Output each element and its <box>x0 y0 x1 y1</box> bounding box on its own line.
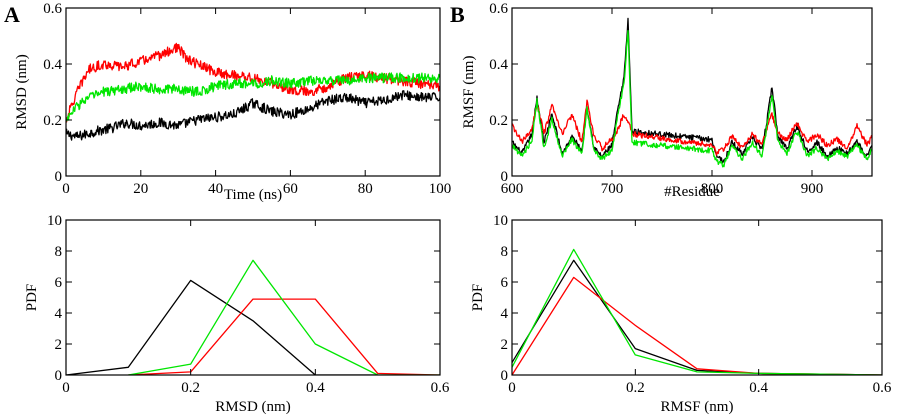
rmsf-residue-axes-frame <box>511 7 873 177</box>
rmsd-time-xtick-label: 0 <box>62 181 70 197</box>
rmsf-pdf-x-axis-label: RMSF (nm) <box>661 399 734 415</box>
rmsf-residue-xtick-label: 900 <box>801 181 824 197</box>
rmsd-pdf-ytick-label: 4 <box>55 306 63 322</box>
rmsd-pdf-xtick-label: 0.6 <box>431 380 450 396</box>
rmsd-time-series-black <box>66 90 440 141</box>
rmsf-residue-series-green <box>512 30 872 168</box>
rmsd-time-y-axis-label: RMSD (nm) <box>14 54 30 129</box>
rmsf-residue-ytick-label: 0.4 <box>489 57 508 73</box>
rmsf-pdf-axes-frame <box>511 219 883 376</box>
rmsd-pdf-axes-frame <box>65 219 441 376</box>
rmsf-pdf-xtick-label: 0.6 <box>873 380 892 396</box>
rmsf-pdf-ytick-label: 8 <box>501 244 509 260</box>
rmsd-pdf-ytick-label: 6 <box>55 275 63 291</box>
rmsd-pdf-ytick-label: 2 <box>55 337 63 353</box>
rmsd-pdf-plot: 0 0.2 0.4 0.6 0 2 4 6 8 10 RMSD (nm) PDF <box>24 213 450 415</box>
rmsd-time-ytick-label: 0.6 <box>43 1 62 17</box>
rmsf-residue-xtick-label: 600 <box>501 181 524 197</box>
rmsf-pdf-ytick-label: 0 <box>501 368 509 384</box>
rmsd-time-axes-frame <box>65 7 441 177</box>
rmsf-pdf-xtick-label: 0.2 <box>626 380 645 396</box>
rmsd-time-series-green <box>66 72 440 122</box>
rmsd-pdf-xtick-label: 0.2 <box>181 380 200 396</box>
rmsf-pdf-ytick-label: 6 <box>501 275 509 291</box>
panel-label-b: B <box>450 2 465 27</box>
rmsd-time-x-axis-label: Time (ns) <box>224 187 282 203</box>
rmsd-time-xtick-label: 60 <box>283 181 298 197</box>
rmsd-time-ytick-label: 0 <box>55 169 63 185</box>
rmsf-pdf-ytick-label: 10 <box>493 213 508 229</box>
rmsd-time-xtick-label: 80 <box>358 181 373 197</box>
rmsd-pdf-ytick-label: 0 <box>55 368 63 384</box>
panel-label-a: A <box>4 2 20 27</box>
rmsd-pdf-xtick-label: 0.4 <box>306 380 325 396</box>
rmsf-pdf-ytick-label: 2 <box>501 337 509 353</box>
rmsf-residue-series-black <box>512 17 872 164</box>
rmsd-pdf-series-black <box>66 279 378 375</box>
rmsf-residue-plot: 600 700 800 900 0 0.2 0.4 0.6 #Residue RMSF (nm) <box>461 1 873 200</box>
rmsf-pdf-plot: 0 0.2 0.4 0.6 0 2 4 6 8 10 RMSF (nm) PDF <box>470 213 892 415</box>
rmsd-pdf-x-axis-label: RMSD (nm) <box>215 399 290 415</box>
rmsd-time-xtick-label: 20 <box>133 181 148 197</box>
rmsf-residue-x-axis-label: #Residue <box>664 184 720 200</box>
rmsd-time-xtick-label: 40 <box>208 181 223 197</box>
rmsf-residue-xtick-label: 700 <box>601 181 624 197</box>
rmsf-residue-xtick-label: 800 <box>701 181 724 197</box>
rmsf-pdf-y-axis-label: PDF <box>470 284 486 312</box>
rmsd-pdf-ytick-label: 10 <box>47 213 62 229</box>
rmsd-time-ytick-label: 0.2 <box>43 113 62 129</box>
rmsf-residue-ytick-label: 0 <box>501 169 509 185</box>
rmsd-time-xtick-label: 100 <box>429 181 452 197</box>
rmsf-pdf-xtick-label: 0 <box>508 380 516 396</box>
rmsf-residue-ytick-label: 0.6 <box>489 1 508 17</box>
rmsf-pdf-ytick-label: 4 <box>501 306 509 322</box>
rmsd-pdf-ytick-label: 8 <box>55 244 63 260</box>
rmsf-pdf-xtick-label: 0.4 <box>749 380 768 396</box>
rmsd-pdf-series-red <box>128 298 440 375</box>
rmsf-residue-series-red <box>512 99 872 156</box>
rmsd-pdf-y-axis-label: PDF <box>24 284 40 312</box>
rmsf-residue-ytick-label: 0.2 <box>489 113 508 129</box>
rmsd-time-ytick-label: 0.4 <box>43 57 62 73</box>
rmsd-time-plot: 0 20 40 60 80 100 0 0.2 0.4 0.6 Time (ns) RMSD (nm) <box>14 1 451 203</box>
rmsf-pdf-series-green <box>512 248 882 375</box>
rmsf-residue-y-axis-label: RMSF (nm) <box>461 56 477 129</box>
rmsf-pdf-series-red <box>512 276 882 375</box>
rmsf-pdf-series-black <box>512 259 882 375</box>
rmsd-pdf-xtick-label: 0 <box>62 380 70 396</box>
rmsd-pdf-series-green <box>128 259 440 375</box>
